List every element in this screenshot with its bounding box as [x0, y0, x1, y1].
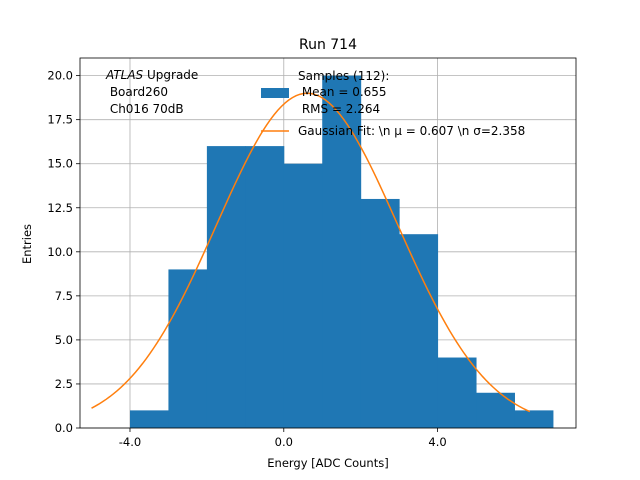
chart-title: Run 714 [299, 37, 357, 53]
histogram-bar-9 [476, 392, 515, 428]
y-tick-label-4: 10.0 [47, 245, 73, 259]
y-tick-label-7: 17.5 [47, 113, 73, 127]
atlas-annotation: ATLAS Upgrade Board260 Ch016 70dB [105, 68, 198, 116]
y-axis-ticks: 0.0 2.5 5.0 7.5 10.0 12.5 15.0 17.5 20.0 [47, 69, 80, 435]
plot-frame [79, 57, 577, 429]
y-tick-label-0: 0.0 [55, 421, 73, 435]
histogram-bar-7 [399, 234, 439, 428]
x-tick-label-2: 4.0 [428, 435, 446, 449]
y-axis-label: Entries [20, 224, 34, 264]
histogram-bar-10 [514, 410, 554, 428]
annotation-italic: ATLAS [105, 68, 144, 82]
histogram-bar-1 [168, 269, 208, 428]
gaussian-fit [91, 92, 531, 413]
legend-hist-line2: Mean = 0.655 [298, 85, 387, 99]
y-tick-label-3: 7.5 [55, 289, 73, 303]
legend: Samples (112): Mean = 0.655 RMS = 2.264 … [261, 69, 525, 138]
histogram-bar-6 [360, 198, 400, 428]
legend-fit-label: Gaussian Fit: \n μ = 0.607 \n σ=2.358 [298, 124, 525, 138]
x-axis-label: Energy [ADC Counts] [267, 456, 388, 470]
annotation-line1: Upgrade [143, 68, 198, 82]
legend-hist-line3: RMS = 2.264 [298, 102, 380, 116]
y-tick-label-1: 2.5 [55, 377, 73, 391]
y-tick-label-6: 15.0 [47, 157, 73, 171]
legend-hist-swatch [261, 88, 289, 98]
legend-hist-line1: Samples (112): [298, 69, 389, 83]
y-tick-label-5: 12.5 [47, 201, 73, 215]
histogram-bars [129, 75, 554, 428]
y-tick-label-8: 20.0 [47, 69, 73, 83]
x-tick-label-1: 0.0 [275, 435, 293, 449]
histogram-bar-5 [322, 75, 362, 428]
gaussian-fit-line [91, 92, 531, 413]
annotation-line2: Board260 [106, 85, 168, 99]
histogram-bar-3 [245, 146, 285, 428]
histogram-bar-0 [129, 410, 169, 428]
x-axis-ticks: -4.0 0.0 4.0 [119, 428, 447, 449]
plot-border [79, 57, 577, 429]
histogram-bar-8 [437, 357, 477, 428]
y-tick-label-2: 5.0 [55, 333, 73, 347]
histogram-bar-2 [206, 146, 246, 428]
svg-text:ATLAS Upgrade: ATLAS Upgrade [105, 68, 198, 82]
x-tick-label-0: -4.0 [119, 435, 141, 449]
annotation-line3: Ch016 70dB [106, 102, 184, 116]
histogram-bar-4 [283, 163, 323, 428]
